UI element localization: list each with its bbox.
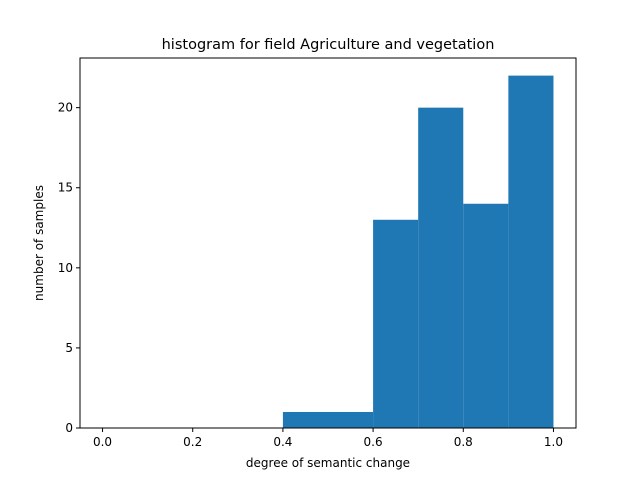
plot-area-frame [79,57,577,429]
histogram-bar [463,203,509,428]
x-axis-label: degree of semantic change [246,456,410,470]
y-tick-label: 0 [65,421,73,435]
x-tick-label: 0.0 [93,435,112,449]
histogram-bar [508,75,554,428]
histogram-bar [282,411,328,428]
histogram-bar [418,107,464,428]
x-tick-label: 0.4 [273,435,292,449]
histogram-bar [328,411,374,428]
y-tick-label: 15 [58,181,73,195]
x-axis-ticks: 0.0 0.2 0.4 0.6 0.8 1.0 [93,428,563,449]
bars-group [282,75,554,428]
x-tick-label: 1.0 [544,435,563,449]
y-tick-label: 10 [58,261,73,275]
y-tick-label: 5 [65,341,73,355]
y-axis-label: number of samples [32,185,46,301]
x-tick-label: 0.8 [454,435,473,449]
y-axis-ticks: 0 5 10 15 20 [58,101,80,435]
x-tick-label: 0.6 [364,435,383,449]
x-tick-label: 0.2 [183,435,202,449]
y-tick-label: 20 [58,101,73,115]
histogram-bar [373,219,419,428]
chart-title: histogram for field Agriculture and vege… [162,37,495,53]
